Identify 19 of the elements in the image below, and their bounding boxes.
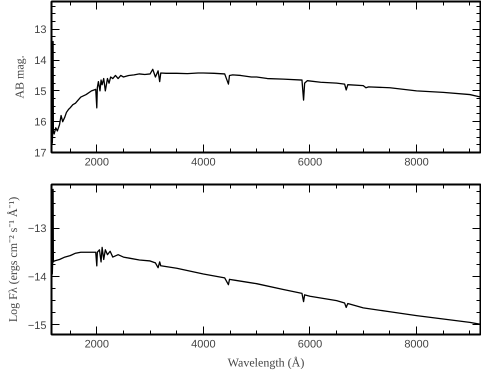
y-tick-label: −14 xyxy=(28,271,47,284)
y-tick-label: 14 xyxy=(34,55,47,68)
x-tick-label: 6000 xyxy=(298,338,322,350)
x-tick-label: 8000 xyxy=(404,338,429,350)
y-axis-title: AB mag. xyxy=(12,55,26,99)
y-tick-label: 15 xyxy=(34,86,47,98)
y-tick-label: −15 xyxy=(28,320,47,332)
y-tick-label: 13 xyxy=(34,24,47,36)
x-tick-label: 6000 xyxy=(298,156,322,168)
x-axis-title: Wavelength (Å) xyxy=(228,356,304,370)
y-tick-label: −13 xyxy=(28,223,47,236)
y-tick-label: 16 xyxy=(34,116,47,129)
y-tick-label: 17 xyxy=(34,148,47,160)
x-tick-label: 4000 xyxy=(191,338,216,350)
x-tick-label: 4000 xyxy=(191,156,216,168)
x-tick-label: 2000 xyxy=(84,156,110,168)
x-tick-label: 2000 xyxy=(84,338,110,350)
x-tick-label: 8000 xyxy=(404,156,429,168)
y-axis-title: Log Fλ (ergs cm⁻² s⁻¹ Å⁻¹) xyxy=(6,196,20,322)
